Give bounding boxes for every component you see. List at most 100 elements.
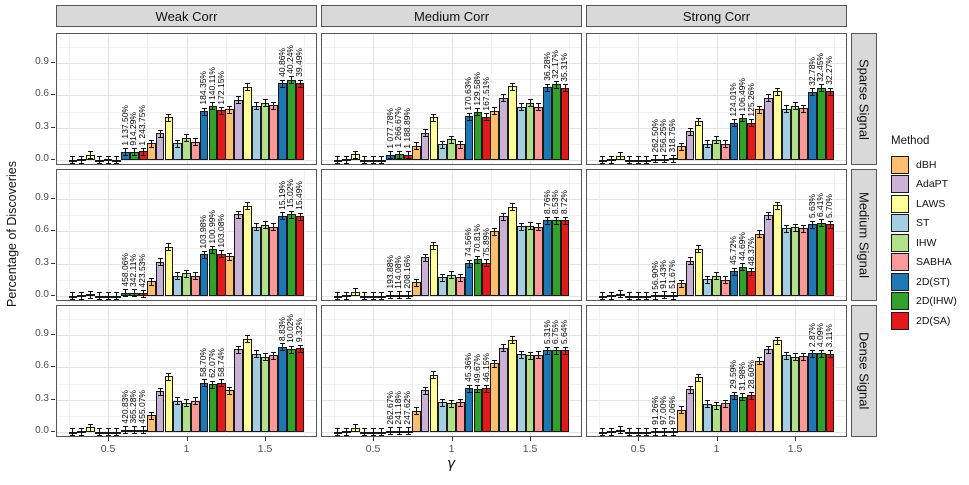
error-bar <box>827 87 833 96</box>
error-bar <box>236 210 242 219</box>
y-tick-mark <box>51 197 55 199</box>
legend-swatch-ihw <box>891 233 909 252</box>
y-tick-label: 0.9 <box>35 55 49 67</box>
gridline <box>834 34 836 164</box>
error-bar <box>219 250 225 259</box>
error-bar <box>131 148 137 156</box>
y-tick-mark <box>51 295 55 297</box>
legend: Method dBH AdaPT LAWS ST IHW SABHA 2D(ST) 2D(IH… <box>891 135 957 331</box>
gridline <box>795 34 796 164</box>
gridline <box>68 170 70 300</box>
error-bar <box>201 107 207 116</box>
error-bar <box>140 147 146 156</box>
error-bar <box>678 406 684 414</box>
error-bar <box>501 212 507 221</box>
panel-strong-corr-medium-signal: 56.90% 91.43% 51.67% 45.72% 44.69% 48.37% 5.63… <box>586 169 847 301</box>
legend-label: 2D(ST) <box>916 275 950 288</box>
legend-item-2d-ihw: 2D(IHW) <box>891 292 957 312</box>
x-tick-label: 1.5 <box>787 443 803 455</box>
error-bar <box>123 289 129 298</box>
y-tick-mark <box>51 126 55 128</box>
error-bar <box>600 428 606 437</box>
error-bar <box>405 427 411 436</box>
legend-item-dbh: dBH <box>891 155 957 175</box>
error-bar <box>545 216 551 225</box>
error-bar <box>96 292 102 301</box>
legend-label: LAWS <box>916 197 946 210</box>
error-bar <box>352 150 358 159</box>
error-bar <box>253 350 259 359</box>
error-bar <box>79 427 85 436</box>
error-bar <box>475 108 481 117</box>
gridline <box>569 170 571 300</box>
error-bar <box>553 80 559 89</box>
error-bar <box>262 99 268 108</box>
legend-swatch-2d-ihw <box>891 292 909 311</box>
error-bar <box>653 155 659 164</box>
x-axis-title: γ <box>446 456 456 472</box>
error-bar <box>79 291 85 300</box>
error-bar <box>361 292 367 301</box>
error-bar <box>422 253 428 262</box>
error-bar <box>757 357 763 366</box>
error-bar <box>705 140 711 148</box>
error-bar <box>466 259 472 268</box>
gridline <box>373 306 374 436</box>
error-bar <box>609 427 615 436</box>
legend-swatch-laws <box>891 194 909 213</box>
x-tick-label: 1.5 <box>522 443 538 455</box>
error-bar <box>818 219 824 228</box>
gridline <box>530 34 531 164</box>
error-bar <box>114 428 120 437</box>
gridline <box>490 34 492 164</box>
error-bar <box>635 292 641 300</box>
gridline <box>373 170 374 300</box>
error-bar <box>687 257 693 266</box>
legend-label: ST <box>916 217 930 230</box>
gridline <box>108 34 109 164</box>
error-bar <box>166 372 172 381</box>
panel-weak-corr-sparse-signal: 1 137.50% 914.29% 1 243.75% 184.35% 140.11% 1… <box>56 33 317 165</box>
error-bar <box>379 292 385 301</box>
error-bar <box>280 212 286 221</box>
facet-row-strip-sparse-signal: Sparse Signal <box>851 33 877 165</box>
legend-item-sabha: SABHA <box>891 253 957 273</box>
error-bar <box>609 291 615 300</box>
panel-strong-corr-dense-signal: 91.26% 97.00% 97.06% 29.59% 31.98% 28.60% 2.87… <box>586 305 847 437</box>
error-bar <box>783 224 789 233</box>
y-tick-label: 0.3 <box>35 120 49 132</box>
error-bar <box>431 371 437 380</box>
error-bar <box>449 135 454 144</box>
gridline <box>638 34 639 164</box>
error-bar <box>527 351 533 360</box>
error-bar <box>175 272 181 281</box>
error-bar <box>123 426 129 435</box>
error-bar <box>774 201 780 210</box>
error-bar <box>518 103 524 112</box>
gridline <box>638 306 639 436</box>
x-tick-label: 0.5 <box>365 443 381 455</box>
error-bar <box>705 400 711 409</box>
legend-item-ihw: IHW <box>891 233 957 253</box>
error-bar <box>210 102 216 111</box>
gridline <box>186 170 188 300</box>
legend-item-laws: LAWS <box>891 194 957 214</box>
error-bar <box>361 428 367 437</box>
gridline <box>68 34 70 164</box>
gridline <box>333 34 335 164</box>
error-bar <box>696 117 702 126</box>
error-bar <box>810 349 816 358</box>
error-bar <box>140 289 146 298</box>
y-tick-label: 0.6 <box>35 88 49 100</box>
x-tick-mark <box>638 437 639 441</box>
error-bar <box>783 351 789 360</box>
error-bar <box>562 216 568 225</box>
error-bar <box>431 241 437 250</box>
error-bar <box>801 352 807 361</box>
error-bar <box>413 142 419 151</box>
legend-swatch-adapt <box>891 175 909 194</box>
error-bar <box>509 336 515 345</box>
error-bar <box>731 267 737 276</box>
y-tick-mark <box>51 333 55 335</box>
